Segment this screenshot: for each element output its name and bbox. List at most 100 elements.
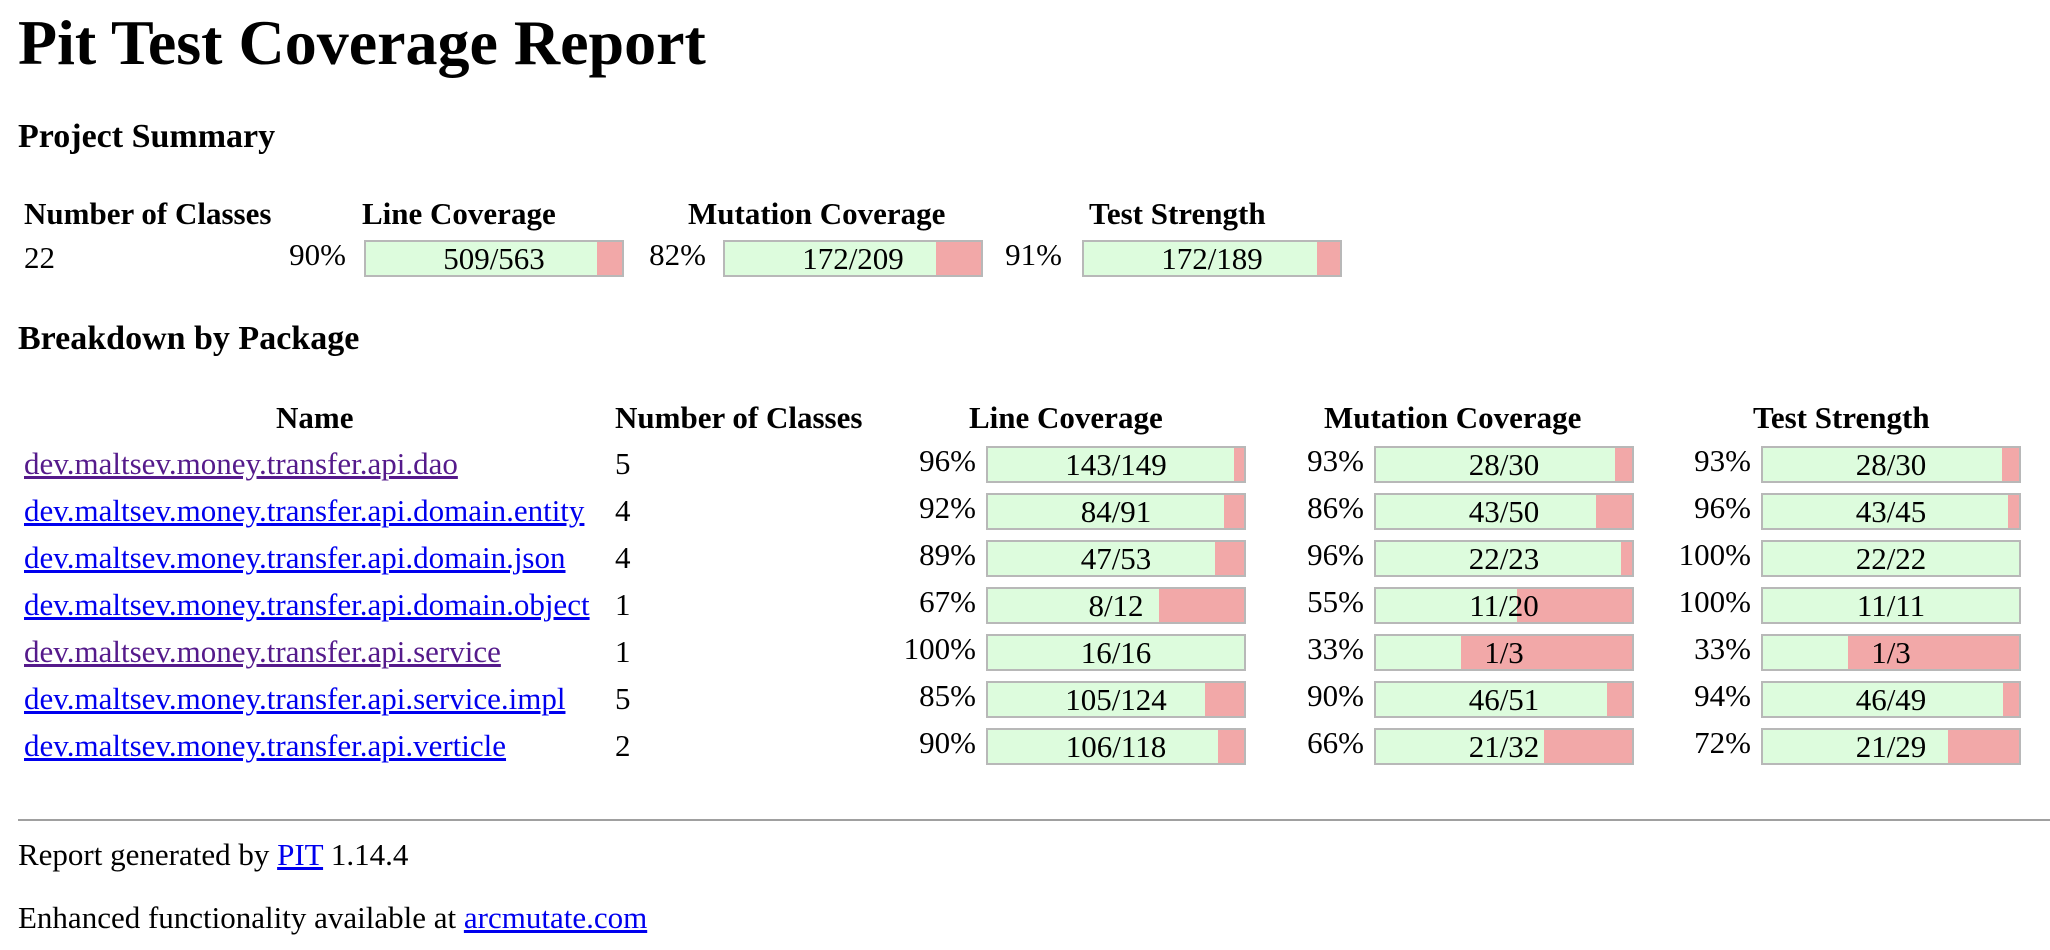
package-link[interactable]: dev.maltsev.money.transfer.api.service.i…: [24, 681, 566, 716]
package-line-text: 47/53: [1080, 541, 1152, 576]
coverage-bar-covered-fill: [1376, 730, 1544, 763]
arcmutate-link[interactable]: arcmutate.com: [463, 900, 648, 935]
summary-header-mutation-coverage: Mutation Coverage: [688, 196, 946, 231]
package-mutation-percent: 90%: [1307, 678, 1364, 713]
package-strength-bar: 28/30: [1761, 446, 2021, 483]
package-mutation-percent: 93%: [1307, 443, 1364, 478]
package-line-bar: 47/53: [986, 540, 1246, 577]
package-strength-bar: 43/45: [1761, 493, 2021, 530]
package-mutation-percent: 96%: [1307, 537, 1364, 572]
package-strength-text: 1/3: [1871, 635, 1911, 670]
package-line-text: 105/124: [1065, 682, 1167, 717]
package-line-text: 84/91: [1080, 494, 1152, 529]
package-strength-bar: 46/49: [1761, 681, 2021, 718]
package-classes-count: 5: [615, 446, 631, 481]
coverage-bar-covered-fill: [1763, 495, 2008, 528]
package-strength-bar: 11/11: [1761, 587, 2021, 624]
package-line-percent: 90%: [919, 725, 976, 760]
coverage-bar-covered-fill: [988, 730, 1218, 763]
coverage-bar-covered-fill: [1376, 589, 1517, 622]
package-line-text: 106/118: [1065, 729, 1167, 764]
coverage-bar-covered-fill: [988, 636, 1244, 669]
coverage-bar-covered-fill: [988, 495, 1225, 528]
package-classes-count: 2: [615, 728, 631, 763]
summary-line-percent: 90%: [289, 237, 346, 272]
breakdown-header-mutation-coverage: Mutation Coverage: [1324, 400, 1582, 435]
package-line-text: 16/16: [1080, 635, 1152, 670]
pit-link[interactable]: PIT: [277, 837, 324, 872]
coverage-bar-covered-fill: [1763, 683, 2004, 716]
package-strength-percent: 33%: [1694, 631, 1751, 666]
enhanced-functionality-prefix: Enhanced functionality available at: [18, 900, 457, 935]
package-strength-percent: 100%: [1678, 537, 1751, 572]
coverage-bar-covered-fill: [1376, 683, 1607, 716]
package-mutation-bar: 21/32: [1374, 728, 1634, 765]
package-strength-text: 43/45: [1855, 494, 1927, 529]
coverage-bar-covered-fill: [1084, 242, 1317, 275]
package-classes-count: 1: [615, 634, 631, 669]
package-mutation-bar: 22/23: [1374, 540, 1634, 577]
generated-by-prefix: Report generated by: [18, 837, 270, 872]
summary-mutation-coverage-text: 172/209: [802, 241, 904, 276]
package-strength-percent: 72%: [1694, 725, 1751, 760]
summary-classes-count: 22: [24, 240, 55, 275]
package-strength-text: 11/11: [1856, 588, 1926, 623]
summary-header-line-coverage: Line Coverage: [362, 196, 556, 231]
package-mutation-text: 43/50: [1468, 494, 1540, 529]
package-strength-percent: 94%: [1694, 678, 1751, 713]
breakdown-header-test-strength: Test Strength: [1753, 400, 1930, 435]
package-strength-percent: 96%: [1694, 490, 1751, 525]
package-classes-count: 5: [615, 681, 631, 716]
package-link[interactable]: dev.maltsev.money.transfer.api.service: [24, 634, 501, 669]
package-link[interactable]: dev.maltsev.money.transfer.api.domain.en…: [24, 493, 585, 528]
package-mutation-text: 28/30: [1468, 447, 1540, 482]
package-mutation-text: 11/20: [1469, 588, 1539, 623]
package-link[interactable]: dev.maltsev.money.transfer.api.dao: [24, 446, 458, 481]
project-summary-heading: Project Summary: [18, 118, 276, 155]
summary-test-strength-text: 172/189: [1161, 241, 1263, 276]
coverage-bar-covered-fill: [1763, 730, 1949, 763]
package-line-percent: 85%: [919, 678, 976, 713]
summary-test-strength-bar: 172/189: [1082, 240, 1342, 277]
package-classes-count: 4: [615, 493, 631, 528]
package-link[interactable]: dev.maltsev.money.transfer.api.domain.js…: [24, 540, 566, 575]
package-line-bar: 106/118: [986, 728, 1246, 765]
page-title: Pit Test Coverage Report: [18, 7, 706, 78]
package-strength-text: 28/30: [1855, 447, 1927, 482]
package-line-bar: 84/91: [986, 493, 1246, 530]
summary-strength-percent: 91%: [1005, 237, 1062, 272]
package-mutation-text: 46/51: [1468, 682, 1540, 717]
breakdown-header-classes: Number of Classes: [615, 400, 863, 435]
package-line-percent: 96%: [919, 443, 976, 478]
summary-mutation-percent: 82%: [649, 237, 706, 272]
package-line-percent: 92%: [919, 490, 976, 525]
coverage-bar-covered-fill: [1376, 495, 1597, 528]
summary-header-test-strength: Test Strength: [1089, 196, 1266, 231]
package-mutation-bar: 28/30: [1374, 446, 1634, 483]
package-classes-count: 1: [615, 587, 631, 622]
coverage-bar-covered-fill: [1763, 542, 2019, 575]
package-line-text: 8/12: [1088, 588, 1144, 623]
coverage-bar-covered-fill: [988, 542, 1216, 575]
coverage-bar-covered-fill: [988, 589, 1159, 622]
package-mutation-percent: 33%: [1307, 631, 1364, 666]
package-link[interactable]: dev.maltsev.money.transfer.api.verticle: [24, 728, 507, 763]
pit-version: 1.14.4: [330, 837, 409, 872]
package-line-percent: 100%: [903, 631, 976, 666]
breakdown-heading: Breakdown by Package: [18, 320, 360, 357]
breakdown-header-name: Name: [276, 400, 354, 435]
package-mutation-bar: 46/51: [1374, 681, 1634, 718]
coverage-bar-covered-fill: [988, 683, 1205, 716]
package-mutation-text: 22/23: [1468, 541, 1540, 576]
summary-line-coverage-text: 509/563: [443, 241, 545, 276]
package-mutation-percent: 66%: [1307, 725, 1364, 760]
summary-mutation-coverage-bar: 172/209: [723, 240, 983, 277]
coverage-bar-covered-fill: [366, 242, 598, 275]
package-mutation-text: 21/32: [1468, 729, 1540, 764]
package-strength-text: 46/49: [1855, 682, 1927, 717]
package-strength-bar: 22/22: [1761, 540, 2021, 577]
package-link[interactable]: dev.maltsev.money.transfer.api.domain.ob…: [24, 587, 590, 622]
coverage-bar-covered-fill: [1376, 542, 1621, 575]
generated-by-line: Report generated by PIT 1.14.4: [18, 837, 408, 873]
footer-divider: [18, 819, 2050, 821]
